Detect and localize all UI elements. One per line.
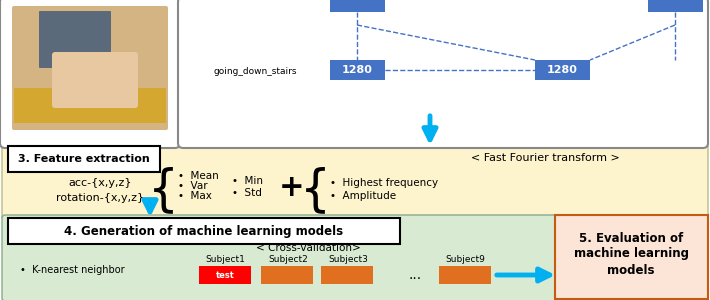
- Text: rotation-{x,y,z}: rotation-{x,y,z}: [56, 193, 144, 203]
- FancyBboxPatch shape: [52, 52, 138, 108]
- Text: < Fast Fourier transform >: < Fast Fourier transform >: [471, 153, 619, 163]
- Text: Subject3: Subject3: [328, 254, 368, 263]
- Text: machine learning: machine learning: [574, 248, 689, 260]
- FancyBboxPatch shape: [8, 146, 160, 172]
- Text: •  Max: • Max: [178, 191, 212, 201]
- FancyBboxPatch shape: [555, 215, 708, 299]
- FancyBboxPatch shape: [261, 266, 313, 284]
- Text: test: test: [216, 271, 234, 280]
- FancyBboxPatch shape: [535, 60, 590, 80]
- Text: •  Mean: • Mean: [178, 171, 219, 181]
- Text: Subject9: Subject9: [445, 254, 485, 263]
- FancyBboxPatch shape: [12, 6, 168, 130]
- Text: +: +: [279, 173, 305, 202]
- Text: 3. Feature extraction: 3. Feature extraction: [18, 154, 150, 164]
- Text: •  K-nearest neighbor: • K-nearest neighbor: [20, 265, 125, 275]
- Text: •  Min: • Min: [232, 176, 263, 186]
- Text: < Cross-validation>: < Cross-validation>: [256, 243, 361, 253]
- FancyBboxPatch shape: [2, 142, 708, 220]
- Text: models: models: [607, 263, 655, 277]
- Text: going_down_stairs: going_down_stairs: [213, 68, 297, 76]
- Text: •  Var: • Var: [178, 181, 207, 191]
- Text: •  Amplitude: • Amplitude: [330, 191, 396, 201]
- Text: 1280: 1280: [342, 65, 373, 75]
- Text: 4. Generation of machine learning models: 4. Generation of machine learning models: [65, 224, 344, 238]
- FancyBboxPatch shape: [39, 11, 111, 68]
- Text: {: {: [148, 166, 178, 214]
- FancyBboxPatch shape: [178, 0, 708, 148]
- FancyBboxPatch shape: [330, 0, 385, 12]
- FancyBboxPatch shape: [330, 60, 385, 80]
- FancyBboxPatch shape: [199, 266, 251, 284]
- Text: Subject1: Subject1: [205, 254, 245, 263]
- Text: Subject2: Subject2: [268, 254, 308, 263]
- Text: •  Std: • Std: [232, 188, 262, 198]
- Text: {: {: [300, 166, 330, 214]
- FancyBboxPatch shape: [14, 88, 166, 123]
- Text: ...: ...: [408, 268, 422, 282]
- FancyBboxPatch shape: [8, 218, 400, 244]
- FancyBboxPatch shape: [2, 215, 708, 300]
- FancyBboxPatch shape: [648, 0, 703, 12]
- Text: acc-{x,y,z}: acc-{x,y,z}: [68, 178, 132, 188]
- FancyBboxPatch shape: [0, 0, 180, 148]
- Text: •  Highest frequency: • Highest frequency: [330, 178, 438, 188]
- FancyBboxPatch shape: [439, 266, 491, 284]
- Text: 5. Evaluation of: 5. Evaluation of: [579, 232, 683, 244]
- FancyBboxPatch shape: [321, 266, 373, 284]
- Text: 1280: 1280: [547, 65, 578, 75]
